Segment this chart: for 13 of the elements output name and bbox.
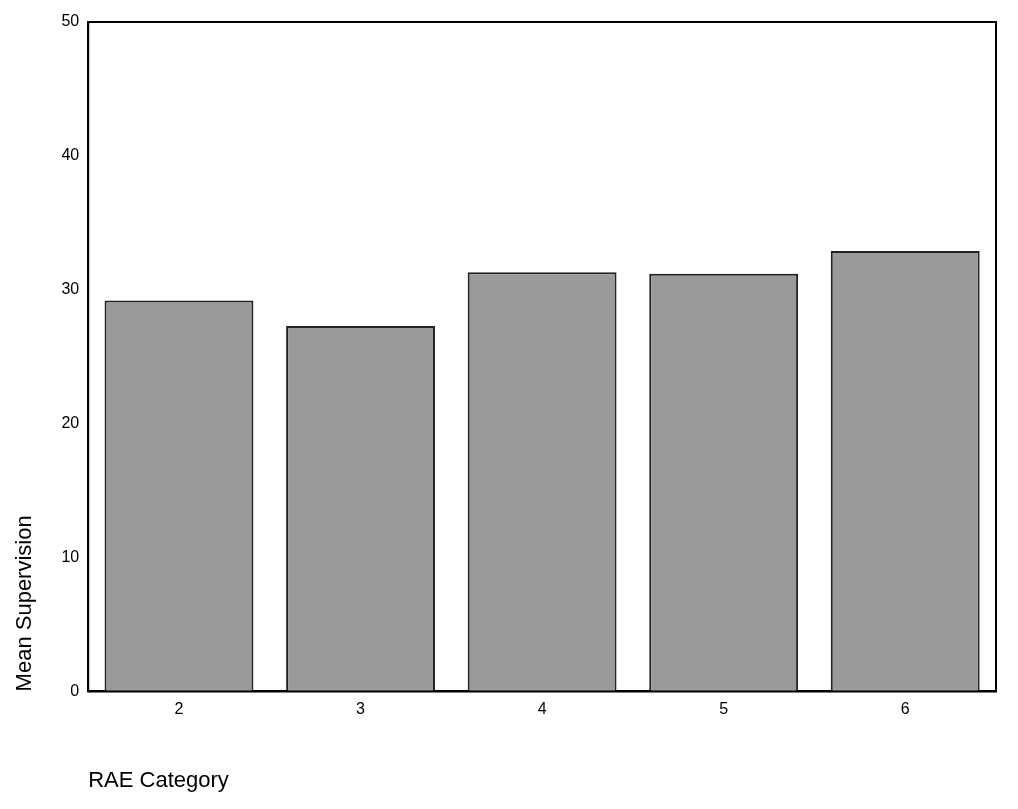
- x-tick-label: 6: [900, 700, 910, 718]
- y-tick-label: 10: [61, 547, 80, 565]
- y-tick-label: 40: [61, 146, 80, 164]
- y-tick-label: 30: [61, 280, 80, 298]
- y-tick-label: 0: [70, 681, 80, 699]
- x-tick-label: 4: [537, 700, 547, 718]
- x-axis-title: RAE Category: [88, 766, 229, 792]
- y-tick-label: 20: [61, 414, 80, 432]
- x-tick-label: 2: [174, 700, 184, 718]
- x-tick-label: 5: [719, 700, 729, 718]
- y-axis-title: Mean Supervision: [11, 515, 37, 692]
- y-tick-label: 50: [61, 12, 80, 30]
- x-tick-label: 3: [356, 700, 366, 718]
